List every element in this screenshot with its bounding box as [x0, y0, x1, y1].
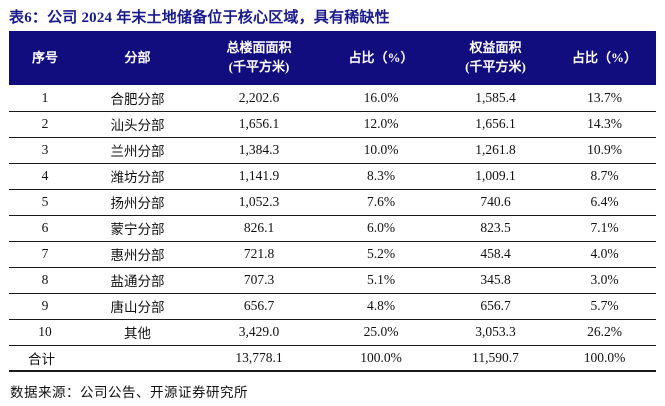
- index-cell: 10: [9, 319, 81, 346]
- division-cell: 兰州分部: [81, 137, 194, 164]
- total-row: 合计 13,778.1 100.0% 11,590.7 100.0%: [9, 345, 656, 372]
- table-row: 4 潍坊分部 1,141.9 8.3% 1,009.1 8.7%: [9, 163, 656, 190]
- col-header-gfa-pct: 占比（%）: [324, 31, 438, 85]
- division-cell: 惠州分部: [81, 241, 194, 268]
- gfa-pct-cell: 16.0%: [324, 85, 438, 112]
- index-cell: 6: [9, 215, 81, 242]
- col-header-index: 序号: [9, 31, 81, 85]
- col-header-gfa-pct-label: 占比（%）: [348, 49, 414, 65]
- col-header-gfa: 总楼面面积 (千平方米): [194, 31, 324, 85]
- equity-pct-cell: 14.3%: [553, 111, 656, 138]
- gfa-cell: 721.8: [194, 241, 324, 268]
- gfa-pct-cell: 5.1%: [324, 267, 438, 294]
- equity-pct-cell: 4.0%: [553, 241, 656, 268]
- equity-cell: 458.4: [438, 241, 553, 268]
- gfa-pct-cell: 6.0%: [324, 215, 438, 242]
- gfa-cell: 2,202.6: [194, 85, 324, 112]
- index-cell: 3: [9, 137, 81, 164]
- col-header-equity-unit: (千平方米): [465, 59, 526, 74]
- index-cell: 1: [9, 85, 81, 112]
- land-reserve-table: 序号 分部 总楼面面积 (千平方米) 占比（%） 权益面积 (千平方米) 占比（%）…: [9, 31, 656, 372]
- table-row: 10 其他 3,429.0 25.0% 3,053.3 26.2%: [9, 319, 656, 346]
- table-row: 7 惠州分部 721.8 5.2% 458.4 4.0%: [9, 241, 656, 268]
- gfa-pct-cell: 8.3%: [324, 163, 438, 190]
- col-header-division: 分部: [81, 31, 194, 85]
- division-cell: 唐山分部: [81, 293, 194, 320]
- index-cell: 5: [9, 189, 81, 216]
- col-header-equity-pct-label: 占比（%）: [571, 49, 637, 65]
- table-title: 表6：公司 2024 年末土地储备位于核心区域，具有稀缺性: [9, 10, 390, 26]
- col-header-gfa-unit: (千平方米): [228, 59, 290, 74]
- division-cell: 扬州分部: [81, 189, 194, 216]
- equity-cell: 1,585.4: [438, 85, 553, 112]
- index-cell: 9: [9, 293, 81, 320]
- division-cell: 汕头分部: [81, 111, 194, 138]
- col-header-equity-pct: 占比（%）: [553, 31, 656, 85]
- col-header-equity-label: 权益面积: [469, 40, 522, 56]
- division-cell: 蒙宁分部: [81, 215, 194, 242]
- equity-pct-cell: 5.7%: [553, 293, 656, 320]
- table-header: 序号 分部 总楼面面积 (千平方米) 占比（%） 权益面积 (千平方米) 占比（%）: [9, 31, 656, 85]
- gfa-pct-cell: 4.8%: [324, 293, 438, 320]
- gfa-cell: 656.7: [194, 293, 324, 320]
- equity-cell: 740.6: [438, 189, 553, 216]
- col-header-division-label: 分部: [124, 49, 151, 65]
- table-row: 1 合肥分部 2,202.6 16.0% 1,585.4 13.7%: [9, 85, 656, 112]
- col-header-equity: 权益面积 (千平方米): [438, 31, 553, 85]
- equity-cell: 1,009.1: [438, 163, 553, 190]
- gfa-cell: 1,384.3: [194, 137, 324, 164]
- gfa-pct-cell: 5.2%: [324, 241, 438, 268]
- equity-cell: 823.5: [438, 215, 553, 242]
- total-label-cell: 合计: [9, 345, 81, 372]
- index-cell: 7: [9, 241, 81, 268]
- table-row: 9 唐山分部 656.7 4.8% 656.7 5.7%: [9, 293, 656, 320]
- gfa-cell: 3,429.0: [194, 319, 324, 346]
- gfa-cell: 1,141.9: [194, 163, 324, 190]
- division-cell: 盐通分部: [81, 267, 194, 294]
- equity-pct-cell: 10.9%: [553, 137, 656, 164]
- equity-pct-cell: 3.0%: [553, 267, 656, 294]
- division-cell: 潍坊分部: [81, 163, 194, 190]
- equity-cell: 656.7: [438, 293, 553, 320]
- data-source-note: 数据来源：公司公告、开源证券研究所: [10, 385, 248, 400]
- equity-cell: 3,053.3: [438, 319, 553, 346]
- equity-cell: 1,656.1: [438, 111, 553, 138]
- col-header-gfa-label: 总楼面面积: [226, 40, 292, 56]
- table-row: 8 盐通分部 707.3 5.1% 345.8 3.0%: [9, 267, 656, 294]
- equity-pct-cell: 8.7%: [553, 163, 656, 190]
- table-row: 6 蒙宁分部 826.1 6.0% 823.5 7.1%: [9, 215, 656, 242]
- gfa-cell: 1,656.1: [194, 111, 324, 138]
- equity-pct-cell: 7.1%: [553, 215, 656, 242]
- gfa-cell: 826.1: [194, 215, 324, 242]
- gfa-pct-cell: 25.0%: [324, 319, 438, 346]
- gfa-pct-cell: 10.0%: [324, 137, 438, 164]
- total-equity-cell: 11,590.7: [438, 345, 553, 372]
- total-gfa-pct-cell: 100.0%: [324, 345, 438, 372]
- division-cell: 合肥分部: [81, 85, 194, 112]
- index-cell: 8: [9, 267, 81, 294]
- table-row: 3 兰州分部 1,384.3 10.0% 1,261.8 10.9%: [9, 137, 656, 164]
- col-header-index-label: 序号: [31, 49, 58, 65]
- total-division-cell: [81, 345, 194, 372]
- total-gfa-cell: 13,778.1: [194, 345, 324, 372]
- equity-pct-cell: 13.7%: [553, 85, 656, 112]
- total-equity-pct-cell: 100.0%: [553, 345, 656, 372]
- gfa-cell: 1,052.3: [194, 189, 324, 216]
- equity-cell: 345.8: [438, 267, 553, 294]
- equity-pct-cell: 6.4%: [553, 189, 656, 216]
- table-row: 2 汕头分部 1,656.1 12.0% 1,656.1 14.3%: [9, 111, 656, 138]
- table-row: 5 扬州分部 1,052.3 7.6% 740.6 6.4%: [9, 189, 656, 216]
- gfa-pct-cell: 12.0%: [324, 111, 438, 138]
- equity-pct-cell: 26.2%: [553, 319, 656, 346]
- index-cell: 2: [9, 111, 81, 138]
- index-cell: 4: [9, 163, 81, 190]
- division-cell: 其他: [81, 319, 194, 346]
- gfa-cell: 707.3: [194, 267, 324, 294]
- gfa-pct-cell: 7.6%: [324, 189, 438, 216]
- equity-cell: 1,261.8: [438, 137, 553, 164]
